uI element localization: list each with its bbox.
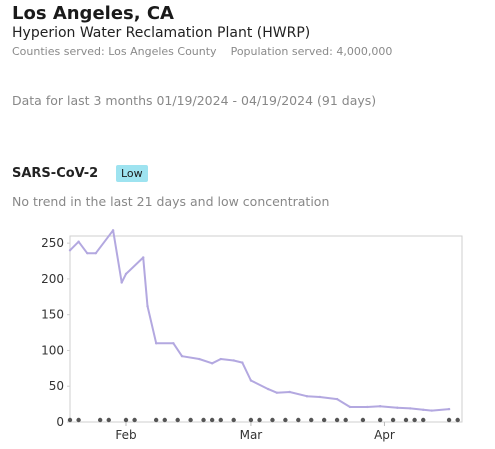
sample-marker (231, 417, 236, 423)
data-point (180, 354, 184, 358)
sample-marker (132, 417, 137, 423)
sample-marker (455, 417, 460, 423)
data-point (275, 391, 278, 394)
sample-marker (153, 417, 159, 423)
data-point (77, 240, 80, 243)
concentration-chart[interactable]: 0 50 100 150 200 250 Feb Mar Apr (0, 226, 495, 449)
sample-marker (76, 417, 81, 423)
data-point (318, 395, 322, 399)
sample-marker (209, 417, 215, 423)
data-point (146, 304, 149, 308)
data-point (422, 408, 425, 412)
x-tick-label: Apr (374, 428, 395, 442)
sample-marker (123, 417, 129, 423)
data-point (124, 272, 128, 276)
y-tick-label: 100 (41, 343, 64, 357)
sample-marker (201, 417, 206, 423)
data-point (111, 229, 115, 232)
data-point (241, 361, 244, 364)
sample-marker (296, 417, 301, 423)
sample-marker (412, 417, 417, 423)
data-point (366, 405, 369, 409)
data-point (335, 397, 339, 401)
y-tick-label: 200 (41, 272, 64, 286)
data-point (94, 251, 98, 255)
plant-meta: Counties served: Los Angeles County Popul… (12, 45, 392, 58)
date-range-text: Data for last 3 months 01/19/2024 - 04/1… (12, 93, 377, 108)
data-point (378, 405, 382, 408)
plot-border (69, 235, 463, 423)
sample-marker (360, 417, 366, 423)
plant-name: Hyperion Water Reclamation Plant (HWRP) (12, 25, 311, 41)
data-point (154, 342, 158, 345)
data-point (305, 395, 309, 398)
y-axis: 0 50 100 150 200 250 (41, 236, 70, 429)
sample-marker (270, 417, 275, 423)
trend-text: No trend in the last 21 days and low con… (12, 194, 330, 209)
data-series (68, 229, 451, 412)
data-point (142, 256, 145, 259)
sample-marker (390, 417, 396, 423)
data-point (249, 379, 253, 382)
location-title: Los Angeles, CA (12, 3, 174, 24)
y-tick-label: 250 (41, 236, 64, 250)
y-tick-label: 150 (41, 308, 64, 322)
sample-marker (67, 417, 73, 423)
sample-marker (309, 417, 314, 423)
data-point (68, 249, 72, 252)
x-tick-label: Mar (240, 428, 263, 442)
x-axis: Feb Mar Apr (115, 422, 395, 442)
data-point (210, 362, 214, 365)
sample-marker (162, 417, 167, 423)
sample-marker (403, 417, 409, 423)
data-point (232, 359, 235, 362)
data-point (430, 409, 434, 412)
sample-marker (248, 417, 254, 423)
pathogen-name: SARS-CoV-2 (12, 166, 99, 181)
sample-marker (175, 417, 180, 423)
data-point (198, 357, 201, 361)
sample-marker (343, 417, 348, 423)
data-point (288, 390, 291, 394)
data-point (86, 251, 89, 255)
sample-marker (334, 417, 340, 423)
x-tick-label: Feb (115, 428, 136, 442)
population-served: Population served: 4,000,000 (230, 45, 393, 58)
data-point (172, 342, 175, 345)
sample-marker (283, 417, 288, 423)
counties-served: Counties served: Los Angeles County (12, 45, 217, 58)
data-point (120, 281, 123, 284)
sample-markers (67, 417, 460, 423)
series-line (69, 229, 450, 412)
sample-marker (421, 417, 426, 423)
data-point (409, 407, 412, 410)
y-tick-label: 0 (56, 415, 64, 429)
sample-marker (106, 417, 111, 423)
data-point (447, 407, 451, 411)
data-point (348, 405, 352, 409)
sample-marker (257, 417, 262, 423)
sample-marker (218, 417, 223, 423)
sample-marker (321, 417, 327, 423)
data-point (396, 406, 399, 409)
plot-frame (69, 235, 463, 423)
sample-marker (188, 417, 193, 423)
sample-marker (446, 417, 452, 423)
y-tick-label: 50 (49, 379, 64, 393)
sample-marker (377, 417, 383, 423)
sample-marker (97, 417, 103, 423)
data-point (219, 357, 222, 361)
level-badge: Low (116, 165, 148, 182)
data-point (266, 387, 270, 391)
